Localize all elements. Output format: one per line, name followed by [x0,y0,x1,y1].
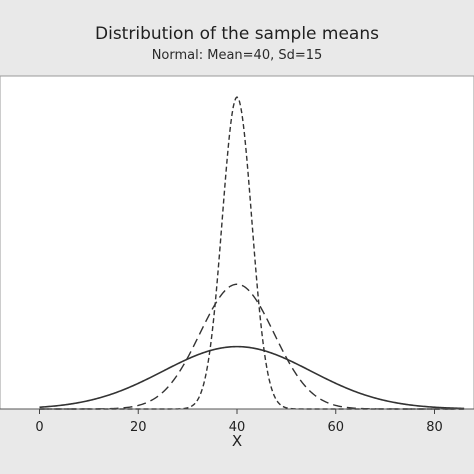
chart-title: Distribution of the sample means [95,24,379,44]
x-tick-label: 20 [130,420,147,435]
plot-area [0,75,474,410]
series-solid-line [39,345,465,410]
x-axis-label: X [231,432,243,450]
x-axis-ticks: 0 20 40 60 80 [35,409,443,435]
x-tick-label: 0 [35,420,43,435]
x-tick-label: 80 [426,420,443,435]
chart-subtitle: Normal: Mean=40, Sd=15 [151,48,323,63]
series-short-dash-line [39,96,465,410]
x-tick-label: 40 [229,420,246,435]
x-tick-label: 60 [327,420,344,435]
